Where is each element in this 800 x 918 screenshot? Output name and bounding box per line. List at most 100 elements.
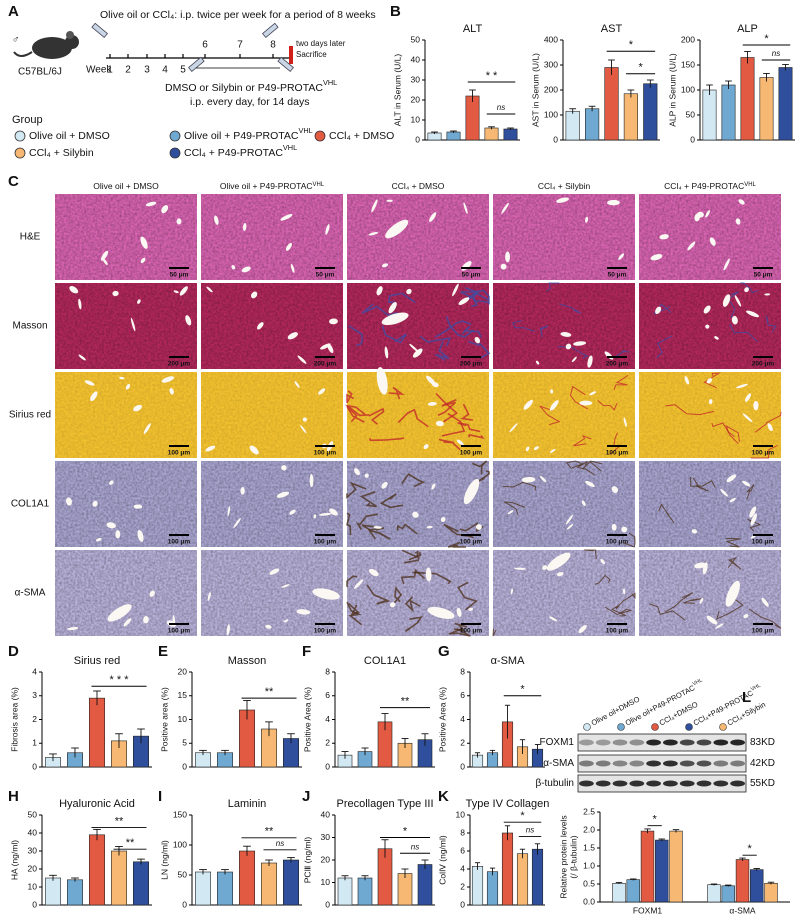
- vessel: [325, 224, 330, 235]
- vessel: [731, 315, 738, 325]
- y-tick-label: 15: [178, 690, 188, 700]
- blot-band: [663, 780, 678, 787]
- vessel: [276, 491, 290, 498]
- bar: [503, 128, 518, 141]
- error-bar: [519, 848, 526, 859]
- schedule-title: Olive oil or CCl₄: i.p. twice per week f…: [100, 9, 376, 21]
- significance-label: ns: [411, 842, 419, 851]
- vessel: [521, 476, 536, 483]
- y-tick-label: 20: [411, 94, 421, 104]
- error-bar: [265, 721, 273, 737]
- vessel: [102, 258, 108, 265]
- fibrosis-strand: [346, 575, 358, 587]
- vessel: [565, 343, 572, 350]
- vessel: [659, 234, 669, 240]
- micrograph: [347, 283, 491, 369]
- legend-label-main: CCl₄ + DMSO: [329, 130, 394, 142]
- mouse-icon: [13, 31, 79, 59]
- micrograph: [639, 461, 781, 548]
- fibrosis-strand: [435, 340, 450, 361]
- blot-band: [579, 760, 594, 767]
- vessel: [738, 199, 745, 205]
- error-bar: [630, 878, 637, 881]
- vessel: [706, 378, 713, 384]
- y-axis-label: LN (ng/ml): [159, 840, 169, 880]
- vessel: [297, 355, 307, 364]
- vessel: [427, 606, 455, 619]
- panel-letter: D: [8, 643, 19, 660]
- vessel: [510, 588, 514, 595]
- error-bar: [199, 869, 207, 875]
- vessel: [764, 293, 771, 296]
- error-bar: [534, 843, 541, 855]
- micrograph: [201, 550, 343, 636]
- column-header-main: Olive oil + DMSO: [93, 181, 159, 191]
- fibrosis-strand: [412, 571, 452, 585]
- y-axis-label: (/ β-tubulin): [568, 835, 578, 878]
- bar: [282, 859, 299, 906]
- y-tick-label: 0: [553, 134, 558, 144]
- bar: [640, 830, 655, 903]
- scale-label: 200 μm: [460, 361, 483, 368]
- y-tick-label: 40: [321, 809, 331, 819]
- error-bar: [115, 846, 123, 856]
- micrograph: [55, 283, 197, 369]
- fibrosis-strand: [393, 586, 403, 604]
- y-axis-label: Positive Area (%): [437, 687, 447, 752]
- error-bar: [243, 700, 251, 720]
- blot-band: [730, 780, 745, 787]
- vessel: [300, 425, 307, 434]
- vessel: [100, 250, 109, 261]
- tissue-texture: [639, 283, 781, 369]
- vessel: [214, 215, 219, 225]
- tissue-texture: [201, 461, 343, 547]
- y-tick-label: 2: [460, 738, 465, 748]
- y-tick-label: 300: [544, 59, 558, 69]
- vessel: [425, 567, 432, 582]
- y-tick-label: 100: [681, 84, 695, 94]
- legend-swatch: [314, 130, 326, 142]
- fibrosis-strand: [470, 292, 489, 308]
- blot-band: [629, 760, 645, 767]
- fibrosis-strand: [457, 581, 478, 611]
- micrograph: [639, 282, 781, 369]
- bar: [655, 839, 669, 903]
- end-note: Sacrifice: [296, 50, 327, 59]
- fibrosis-strand: [613, 350, 630, 358]
- y-tick-label: 10: [456, 809, 466, 819]
- bar: [446, 131, 461, 141]
- fibrosis-strand: [379, 493, 404, 509]
- vessel: [742, 480, 751, 487]
- y-tick-label: 6: [460, 845, 465, 855]
- micrograph: [201, 372, 343, 458]
- error-bar: [71, 877, 79, 882]
- error-bar: [401, 738, 409, 748]
- scale-label: 100 μm: [314, 450, 337, 457]
- significance-label: * *: [486, 70, 498, 82]
- bar: [721, 84, 736, 141]
- vessel: [435, 420, 444, 427]
- vessel: [381, 312, 409, 326]
- vessel: [514, 567, 526, 570]
- fibrosis-strand: [613, 374, 629, 390]
- y-tick-label: 20: [28, 863, 38, 873]
- bar: [44, 877, 61, 906]
- bar: [89, 697, 106, 768]
- fibrosis-strand: [434, 320, 472, 338]
- fibrosis-strand: [368, 407, 385, 425]
- blot-band: [663, 760, 678, 767]
- vessel: [185, 315, 192, 326]
- fibrosis-strand: [623, 532, 636, 548]
- vessel: [452, 283, 459, 297]
- y-tick-label: 6: [460, 690, 465, 700]
- vessel: [145, 201, 157, 207]
- significance-label: ns: [772, 49, 780, 58]
- bar: [484, 127, 499, 141]
- vessel: [426, 375, 436, 386]
- panel-letter: K: [438, 788, 449, 805]
- blot-band: [629, 739, 645, 746]
- y-tick-label: 0: [32, 761, 37, 771]
- error-bar: [431, 131, 438, 134]
- vessel: [179, 286, 188, 296]
- blot-band: [612, 760, 628, 767]
